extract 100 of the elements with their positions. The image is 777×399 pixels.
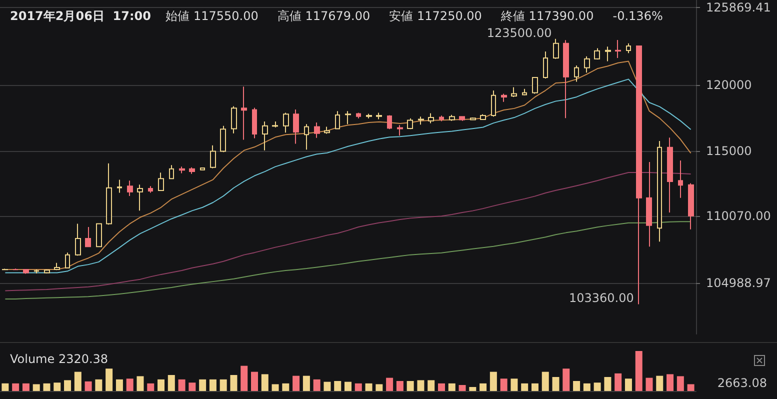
candlestick (387, 114, 392, 130)
candlestick (241, 86, 247, 140)
bar (583, 383, 590, 391)
bar (178, 379, 186, 391)
candlestick (169, 164, 174, 180)
candlestick (272, 120, 278, 128)
candlestick (127, 180, 133, 197)
y-tick-label: 104988.97 (706, 276, 771, 290)
candlestick (304, 124, 309, 150)
bar (614, 373, 622, 391)
candlestick (2, 268, 8, 271)
bar (147, 383, 154, 391)
bar (656, 376, 664, 391)
candlestick (262, 120, 268, 151)
bar (480, 383, 487, 391)
candlestick (85, 226, 91, 248)
bar (396, 381, 404, 391)
bar (490, 372, 497, 391)
candlestick (480, 114, 486, 120)
candlestick (418, 116, 424, 126)
bar (469, 387, 476, 391)
bar (158, 379, 165, 391)
bar (438, 383, 445, 391)
candlestick (324, 126, 330, 134)
bar (334, 381, 342, 391)
candlestick (345, 110, 351, 125)
candlestick (688, 182, 694, 230)
candlestick (75, 223, 81, 256)
annotation: 123500.00 (486, 26, 552, 40)
bar (95, 379, 102, 391)
y-tick-label: 125869.41 (706, 0, 771, 15)
bar (74, 372, 82, 391)
annotation: Volume 2320.38 (10, 352, 108, 366)
candlestick (220, 125, 226, 153)
bar (635, 351, 642, 391)
candlestick (407, 118, 413, 130)
bar (562, 368, 570, 391)
bar (448, 383, 456, 391)
candlestick (23, 268, 29, 274)
bar (64, 380, 72, 391)
candlestick (563, 40, 569, 119)
candlestick (34, 268, 39, 274)
candlestick (54, 262, 60, 271)
bar (458, 385, 466, 391)
bar (302, 376, 310, 391)
bar (220, 379, 227, 391)
candlestick (96, 222, 102, 248)
bar (251, 372, 258, 391)
candlestick (283, 112, 289, 134)
candlestick (137, 184, 143, 212)
bar (604, 377, 612, 391)
candlestick (449, 114, 455, 122)
bar (43, 383, 50, 391)
bar (199, 379, 206, 391)
candlestick (626, 42, 631, 54)
bar (624, 378, 632, 391)
candlestick (293, 108, 299, 144)
candlestick (356, 112, 361, 119)
bar (376, 384, 383, 391)
candlestick (13, 268, 18, 271)
candlestick (189, 166, 195, 174)
bar (209, 379, 216, 391)
candlestick (252, 107, 257, 139)
bar (687, 384, 694, 391)
bar (292, 376, 300, 391)
bar (261, 374, 268, 391)
candlestick (646, 162, 652, 248)
bar (552, 377, 560, 391)
candlestick (615, 40, 621, 58)
bar (417, 380, 424, 391)
bar (126, 378, 134, 391)
candlestick (574, 64, 579, 82)
text: 2663.08 (717, 376, 767, 390)
bar (542, 372, 549, 391)
candlestick (335, 110, 340, 130)
y-tick-label: 110070.00 (706, 208, 771, 223)
bar (54, 382, 61, 391)
bar (32, 384, 40, 391)
bar (594, 382, 601, 391)
candlestick (44, 268, 50, 274)
text: 始値 117550.00 高値 117679.00 安値 117250.00 終値 117390.00 -0.136% (166, 9, 663, 23)
candlestick (636, 45, 642, 305)
bar (22, 383, 30, 391)
bar (521, 383, 528, 391)
candlestick (543, 51, 548, 80)
bar (386, 378, 394, 391)
candlestick (397, 124, 403, 136)
bar (344, 382, 352, 391)
bar (12, 383, 20, 391)
bar (188, 382, 196, 391)
candlestick (584, 56, 590, 74)
bar (136, 376, 144, 391)
candlestick (511, 86, 517, 98)
candlestick (522, 88, 527, 96)
candlestick (501, 93, 507, 102)
candlestick (657, 140, 662, 242)
candlestick (470, 117, 476, 120)
candlestick (200, 167, 205, 170)
bar (573, 381, 580, 391)
candlestick (117, 179, 122, 194)
